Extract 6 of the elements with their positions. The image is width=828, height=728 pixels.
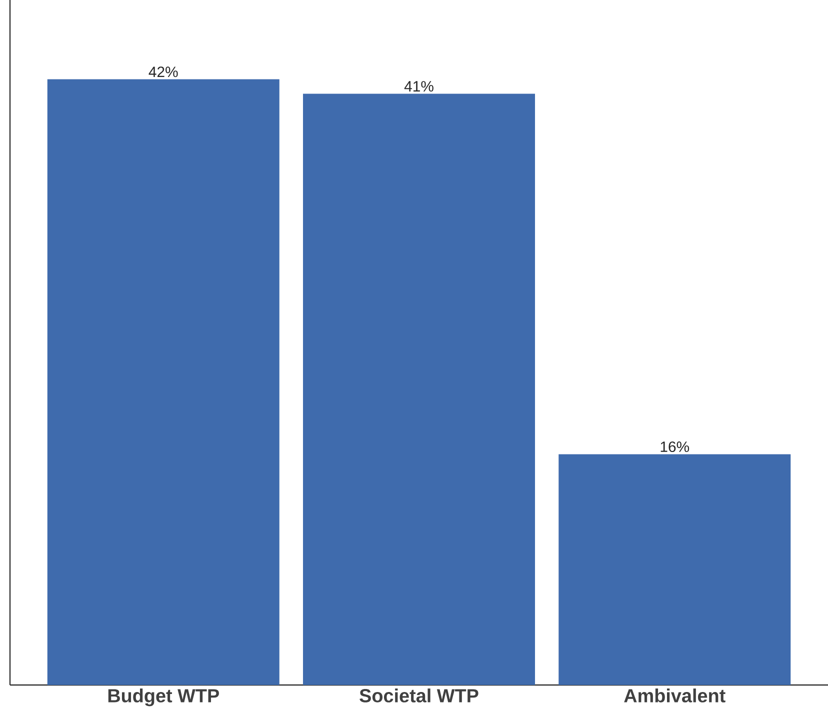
data-label: 16%: [660, 441, 690, 452]
x-tick-label: Budget WTP: [108, 688, 219, 706]
x-tick-label: Societal WTP: [360, 688, 478, 702]
data-label: 42%: [148, 66, 178, 78]
data-label: 41%: [404, 81, 434, 92]
x-tick-label: Ambivalent: [624, 688, 726, 702]
